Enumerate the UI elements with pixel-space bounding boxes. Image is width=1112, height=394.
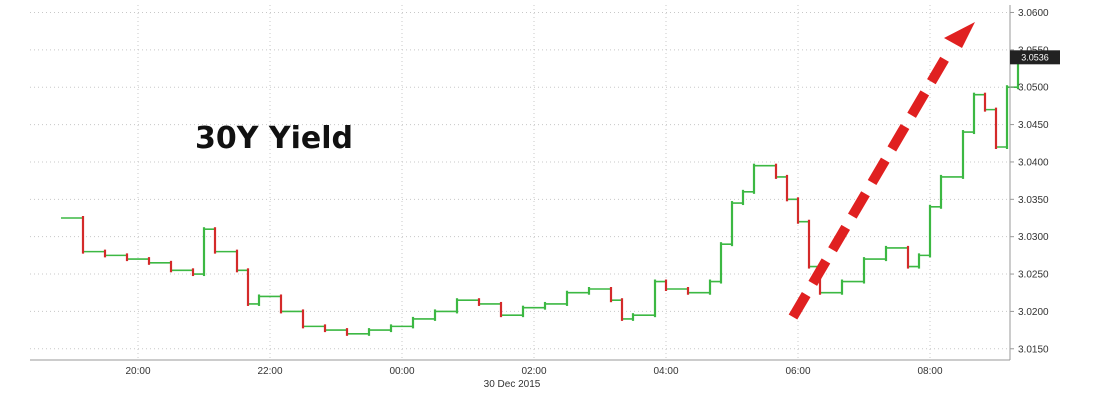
y-tick-label: 3.0400 [1018,157,1049,168]
chart-title: 30Y Yield [195,121,353,156]
yield-line [61,57,1019,335]
x-tick-label: 06:00 [785,366,810,377]
x-axis-ticks: 20:00 22:00 00:00 02:00 04:00 06:00 08:00 [125,366,942,377]
last-value-text: 3.0536 [1021,52,1049,62]
last-value-badge [1010,50,1060,65]
trend-arrow-dashes [788,47,955,320]
y-tick-label: 3.0500 [1018,83,1049,94]
x-tick-label: 04:00 [653,366,678,377]
last-value-tag: 3.0536 [1010,50,1060,65]
x-tick-label: 20:00 [125,366,150,377]
yield-series [61,55,1020,336]
y-tick-label: 3.0450 [1018,120,1049,131]
y-tick-label: 3.0250 [1018,270,1049,281]
chart-axes [30,5,1011,361]
y-tick-label: 3.0150 [1018,344,1049,355]
y-tick-label: 3.0600 [1018,8,1049,19]
trend-arrow-head [944,22,975,48]
x-tick-label: 02:00 [521,366,546,377]
x-tick-label: 22:00 [257,366,282,377]
x-tick-label: 08:00 [917,366,942,377]
date-label: 30 Dec 2015 [484,379,541,390]
trend-arrow [788,22,975,320]
y-tick-label: 3.0300 [1018,232,1049,243]
x-tick-label: 00:00 [389,366,414,377]
y-tick-label: 3.0200 [1018,307,1049,318]
y-tick-label: 3.0350 [1018,195,1049,206]
chart-grid [30,5,1010,360]
